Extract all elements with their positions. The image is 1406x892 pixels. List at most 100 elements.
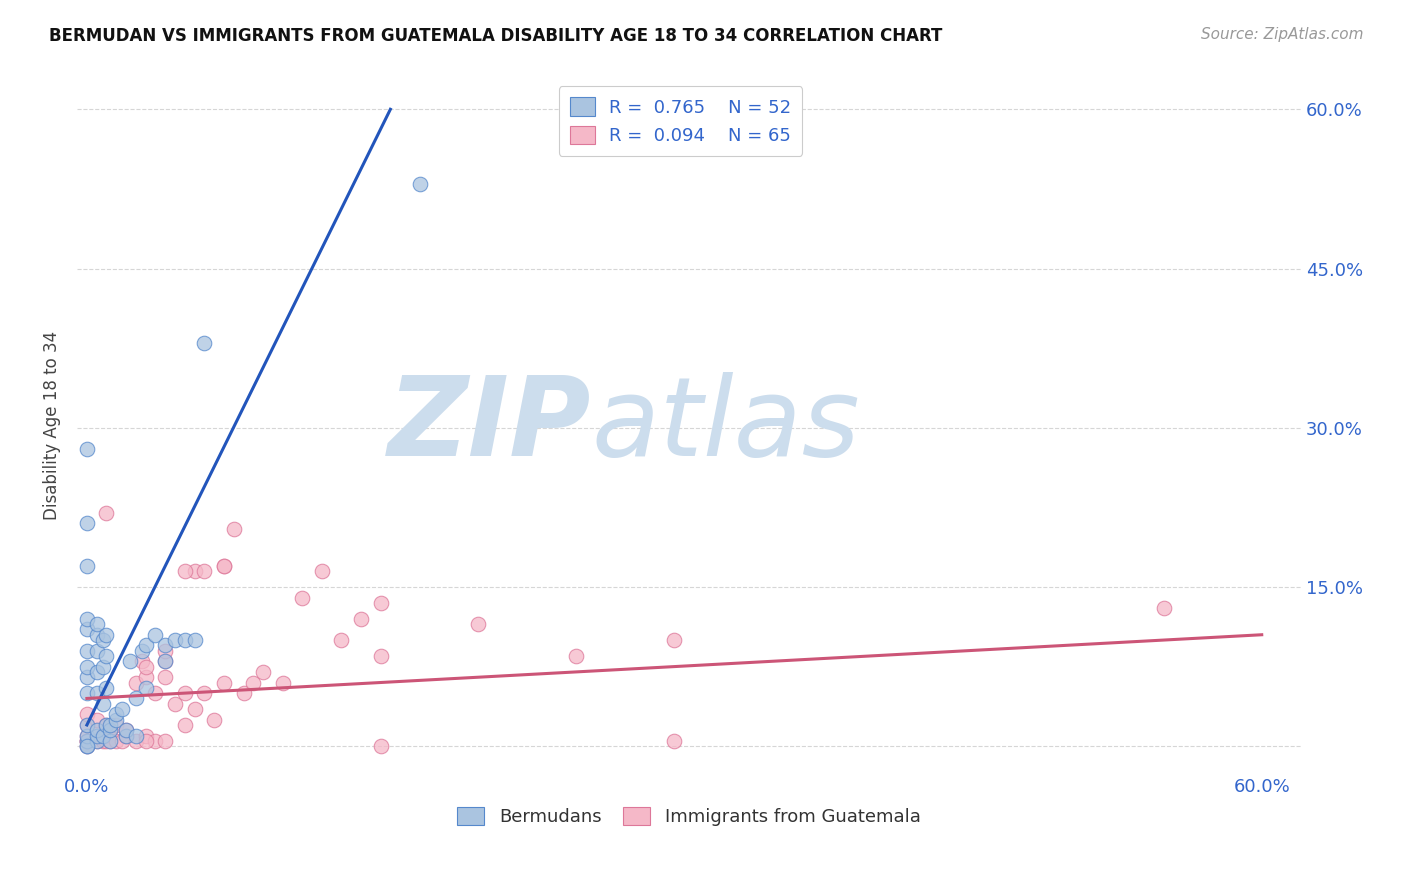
- Legend: Bermudans, Immigrants from Guatemala: Bermudans, Immigrants from Guatemala: [450, 799, 928, 833]
- Point: [76, 558, 98, 573]
- Point: [91, 729, 114, 743]
- Point: [212, 558, 235, 573]
- Point: [131, 643, 153, 657]
- Point: [91, 729, 114, 743]
- Text: ZIP: ZIP: [388, 372, 591, 479]
- Point: [155, 670, 177, 684]
- Point: [155, 638, 177, 652]
- Point: [96, 648, 118, 663]
- Point: [115, 723, 138, 738]
- Point: [155, 654, 177, 668]
- Point: [193, 335, 215, 350]
- Point: [173, 686, 195, 700]
- Point: [91, 659, 114, 673]
- Point: [330, 633, 353, 648]
- Point: [173, 718, 195, 732]
- Point: [76, 516, 98, 531]
- Point: [409, 177, 432, 191]
- Point: [76, 643, 98, 657]
- Point: [86, 723, 108, 738]
- Point: [76, 739, 98, 754]
- Point: [232, 686, 254, 700]
- Point: [145, 686, 167, 700]
- Point: [105, 734, 128, 748]
- Point: [96, 729, 118, 743]
- Point: [76, 623, 98, 637]
- Point: [96, 718, 118, 732]
- Point: [76, 659, 98, 673]
- Point: [135, 729, 157, 743]
- Point: [86, 686, 108, 700]
- Point: [291, 591, 314, 605]
- Point: [1153, 601, 1175, 615]
- Point: [145, 734, 167, 748]
- Point: [193, 564, 215, 578]
- Point: [86, 617, 108, 632]
- Point: [96, 681, 118, 695]
- Point: [565, 648, 588, 663]
- Point: [163, 633, 186, 648]
- Point: [467, 617, 489, 632]
- Point: [173, 564, 195, 578]
- Point: [193, 686, 215, 700]
- Text: BERMUDAN VS IMMIGRANTS FROM GUATEMALA DISABILITY AGE 18 TO 34 CORRELATION CHART: BERMUDAN VS IMMIGRANTS FROM GUATEMALA DI…: [49, 27, 942, 45]
- Point: [105, 707, 128, 722]
- Point: [212, 558, 235, 573]
- Point: [664, 633, 686, 648]
- Point: [76, 729, 98, 743]
- Point: [222, 522, 245, 536]
- Point: [76, 729, 98, 743]
- Point: [76, 718, 98, 732]
- Point: [155, 643, 177, 657]
- Point: [115, 723, 138, 738]
- Point: [96, 734, 118, 748]
- Point: [115, 729, 138, 743]
- Point: [86, 729, 108, 743]
- Point: [125, 691, 148, 706]
- Point: [76, 442, 98, 456]
- Point: [145, 628, 167, 642]
- Point: [311, 564, 333, 578]
- Point: [118, 654, 141, 668]
- Point: [76, 734, 98, 748]
- Point: [155, 734, 177, 748]
- Point: [370, 596, 392, 610]
- Point: [76, 734, 98, 748]
- Point: [135, 638, 157, 652]
- Point: [183, 702, 205, 716]
- Point: [135, 681, 157, 695]
- Point: [91, 633, 114, 648]
- Point: [135, 659, 157, 673]
- Point: [76, 670, 98, 684]
- Point: [86, 628, 108, 642]
- Point: [135, 670, 157, 684]
- Point: [173, 633, 195, 648]
- Point: [242, 675, 264, 690]
- Point: [96, 628, 118, 642]
- Point: [370, 739, 392, 754]
- Point: [96, 506, 118, 520]
- Point: [100, 723, 122, 738]
- Point: [115, 729, 138, 743]
- Point: [86, 665, 108, 679]
- Point: [91, 734, 114, 748]
- Point: [183, 564, 205, 578]
- Point: [212, 675, 235, 690]
- Point: [105, 713, 128, 727]
- Point: [100, 734, 122, 748]
- Point: [163, 697, 186, 711]
- Point: [664, 734, 686, 748]
- Point: [100, 723, 122, 738]
- Text: Source: ZipAtlas.com: Source: ZipAtlas.com: [1201, 27, 1364, 42]
- Point: [370, 648, 392, 663]
- Y-axis label: Disability Age 18 to 34: Disability Age 18 to 34: [44, 331, 60, 520]
- Point: [86, 734, 108, 748]
- Point: [76, 734, 98, 748]
- Point: [135, 734, 157, 748]
- Point: [76, 739, 98, 754]
- Point: [76, 686, 98, 700]
- Point: [96, 718, 118, 732]
- Point: [131, 654, 153, 668]
- Point: [202, 713, 225, 727]
- Point: [76, 734, 98, 748]
